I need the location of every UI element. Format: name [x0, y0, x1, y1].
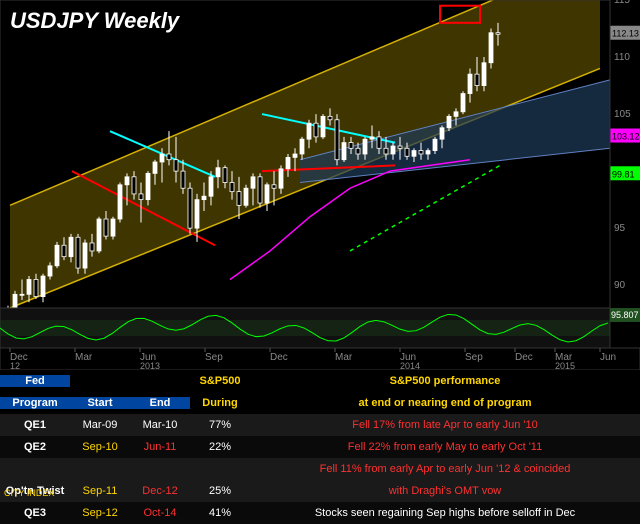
- td-end: Mar-10: [130, 419, 190, 431]
- th-program: Program: [0, 397, 70, 409]
- svg-text:103.12: 103.12: [612, 132, 640, 142]
- th-end: End: [130, 397, 190, 409]
- table-row: Fell 11% from early Apr to early Jun '12…: [0, 458, 640, 480]
- svg-text:Dec: Dec: [270, 352, 288, 363]
- chart-area: USDJPY Weekly 9095100105110115112.13103.…: [0, 0, 640, 370]
- th-fed: Fed: [0, 375, 70, 387]
- th-sp500: S&P500: [190, 375, 250, 387]
- table-row: Op'tn Twist Sep-11 Dec-12 25% with Dragh…: [0, 480, 640, 502]
- table-header-row-1: Fed S&P500 S&P500 performance: [0, 370, 640, 392]
- svg-text:Jun: Jun: [600, 352, 616, 363]
- svg-text:Sep: Sep: [205, 352, 223, 363]
- td-perf: Fell 22% from early May to early Oct '11: [250, 441, 640, 453]
- svg-text:2014: 2014: [400, 361, 420, 370]
- td-prog: QE1: [0, 419, 70, 431]
- table-row: QE3 Sep-12 Oct-14 41% Stocks seen regain…: [0, 502, 640, 524]
- city-index-label: CITY INDEX: [4, 488, 54, 498]
- td-during: 41%: [190, 507, 250, 519]
- td-perf: with Draghi's OMT vow: [250, 485, 640, 497]
- chart-svg: 9095100105110115112.13103.1299.8195.807D…: [0, 0, 640, 370]
- svg-text:112.13: 112.13: [612, 29, 639, 39]
- table-header-row-2: Program Start End During at end or neari…: [0, 392, 640, 414]
- svg-text:115: 115: [614, 0, 630, 6]
- td-end: Dec-12: [130, 485, 190, 497]
- svg-text:Mar: Mar: [335, 352, 353, 363]
- th-start: Start: [70, 397, 130, 409]
- svg-text:Dec: Dec: [515, 352, 533, 363]
- td-prog: QE3: [0, 507, 70, 519]
- table-row: QE1 Mar-09 Mar-10 77% Fell 17% from late…: [0, 414, 640, 436]
- td-start: Mar-09: [70, 419, 130, 431]
- td-during: 22%: [190, 441, 250, 453]
- svg-text:95: 95: [614, 223, 626, 234]
- svg-text:99.81: 99.81: [612, 169, 635, 179]
- td-perf: Stocks seen regaining Sep highs before s…: [250, 507, 640, 519]
- td-during: 77%: [190, 419, 250, 431]
- chart-title: USDJPY Weekly: [10, 8, 179, 34]
- svg-text:2015: 2015: [555, 361, 575, 370]
- th-during: During: [190, 397, 250, 409]
- td-start: Sep-11: [70, 485, 130, 497]
- svg-text:105: 105: [614, 109, 631, 120]
- svg-text:2013: 2013: [140, 361, 160, 370]
- td-during: 25%: [190, 485, 250, 497]
- td-perf: Fell 11% from early Apr to early Jun '12…: [250, 463, 640, 475]
- th-perf-2: at end or nearing end of program: [250, 397, 640, 409]
- svg-text:90: 90: [614, 280, 626, 291]
- td-prog: QE2: [0, 441, 70, 453]
- svg-text:110: 110: [614, 52, 630, 63]
- td-perf: Fell 17% from late Apr to early Jun '10: [250, 419, 640, 431]
- table-area: Fed S&P500 S&P500 performance Program St…: [0, 370, 640, 500]
- svg-text:12: 12: [10, 361, 20, 370]
- td-start: Sep-10: [70, 441, 130, 453]
- table-row: QE2 Sep-10 Jun-11 22% Fell 22% from earl…: [0, 436, 640, 458]
- td-start: Sep-12: [70, 507, 130, 519]
- th-perf-1: S&P500 performance: [250, 375, 640, 387]
- table-body: QE1 Mar-09 Mar-10 77% Fell 17% from late…: [0, 414, 640, 524]
- svg-text:Sep: Sep: [465, 352, 483, 363]
- svg-text:Mar: Mar: [75, 352, 93, 363]
- td-end: Jun-11: [130, 441, 190, 453]
- svg-text:95.807: 95.807: [611, 310, 639, 320]
- td-end: Oct-14: [130, 507, 190, 519]
